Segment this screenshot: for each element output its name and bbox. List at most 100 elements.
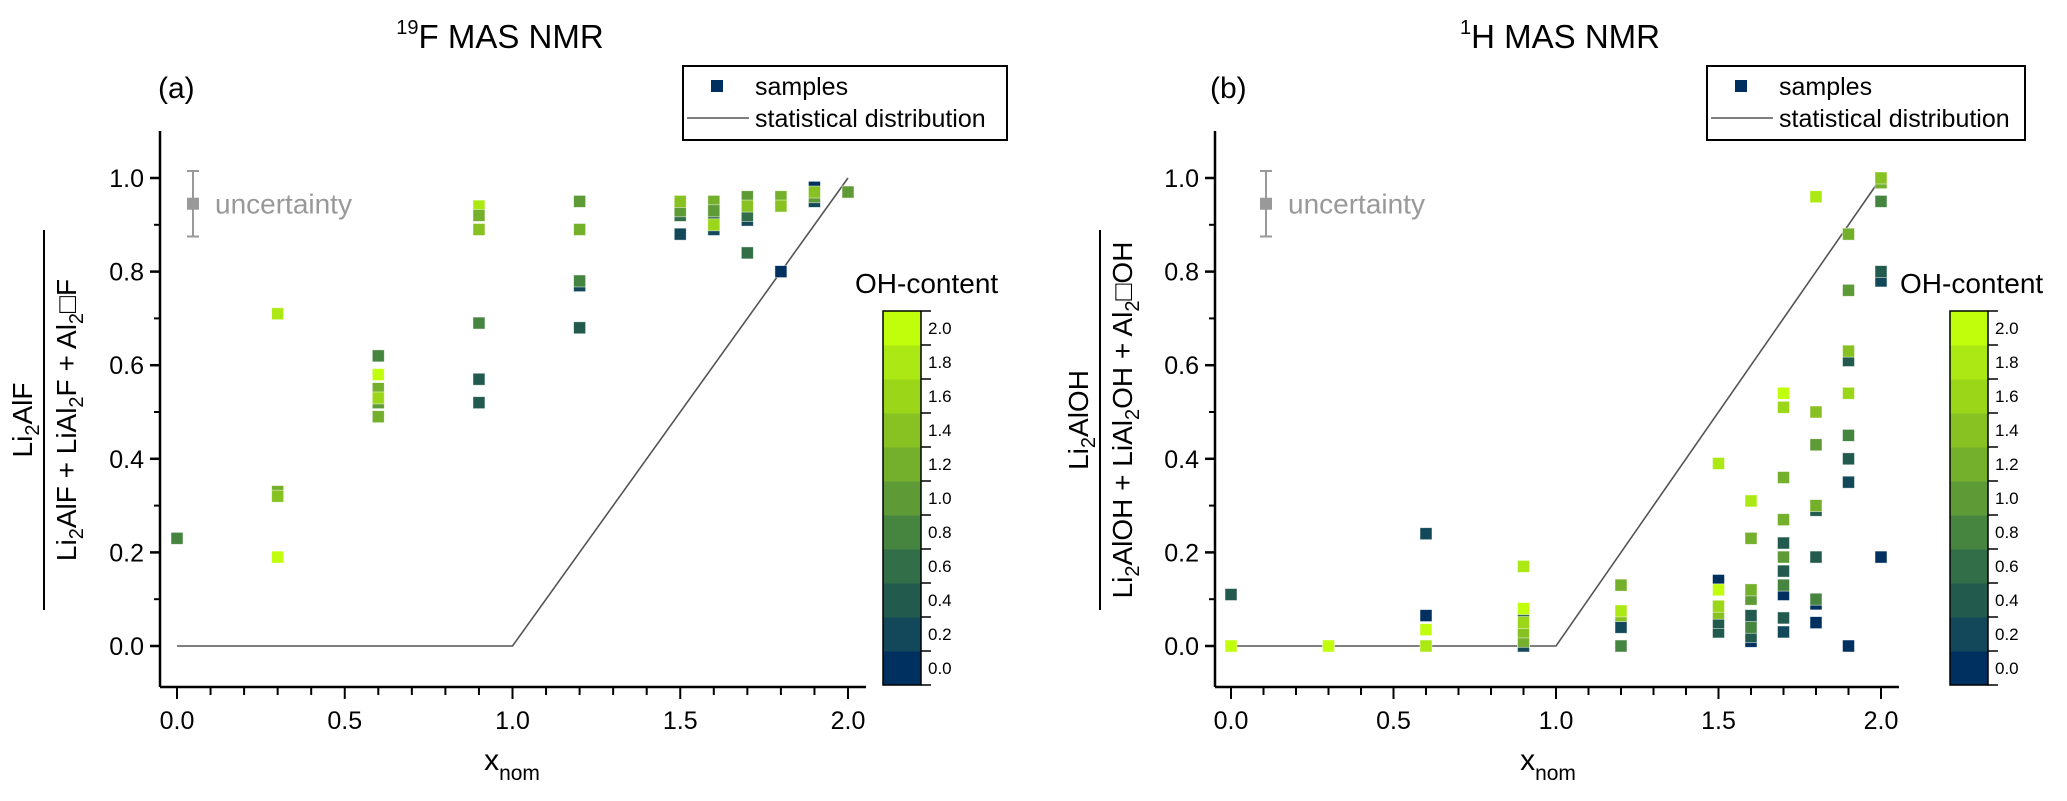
sample-point	[1842, 283, 1855, 297]
sample-point	[1874, 194, 1888, 208]
sample-point	[472, 316, 486, 330]
title-superscript: 19	[396, 17, 418, 39]
uncertainty-marker	[187, 197, 199, 210]
colorbar-segment	[1950, 345, 1988, 380]
sample-point	[841, 185, 855, 199]
colorbar-tick-label: 1.2	[928, 455, 952, 474]
sample-point	[1842, 344, 1855, 358]
sample-point	[1712, 457, 1725, 470]
colorbar-tick-label: 1.0	[1995, 489, 2019, 508]
sample-point	[774, 265, 788, 279]
y-tick-label: 0.0	[1164, 633, 1199, 661]
sample-point	[1777, 513, 1790, 527]
sample-point	[1842, 639, 1855, 653]
chart-title: 1H MAS NMR	[1460, 17, 1660, 55]
colorbar-tick-label: 0.6	[1995, 557, 2019, 576]
colorbar-segment	[1950, 413, 1988, 448]
sample-point	[1809, 405, 1823, 419]
colorbar-tick-label: 1.4	[1995, 421, 2019, 440]
sample-point	[808, 185, 821, 199]
sample-point	[1712, 599, 1725, 613]
sample-point	[170, 531, 184, 545]
sample-point	[472, 396, 486, 410]
colorbar-segment	[1950, 481, 1988, 516]
sample-point	[1777, 578, 1790, 592]
x-label-subscript: nom	[499, 762, 540, 785]
colorbar-tick-label: 1.8	[928, 353, 952, 372]
statistical-distribution-line	[1231, 177, 1882, 647]
sample-point	[1842, 386, 1855, 400]
x-tick-label: 1.0	[495, 707, 530, 735]
y-label-numerator: Li2AlOH	[1063, 370, 1100, 470]
subscript: 2	[66, 528, 88, 539]
sample-point	[1419, 609, 1433, 622]
sample-point	[774, 199, 788, 213]
sample-point	[1777, 625, 1790, 639]
sample-point	[472, 223, 486, 236]
chart-panel-b: 1H MAS NMR (b) 0.0 0.2 0.4 0.6 0.8 1.0 0.0 0.5 1.0…	[1063, 17, 2043, 785]
sample-point	[1712, 583, 1725, 597]
panel-label: (a)	[158, 72, 195, 105]
subscript: 2	[1122, 409, 1144, 420]
sample-point	[1744, 583, 1758, 597]
x-tick-label: 0.0	[160, 707, 195, 735]
sample-point	[1224, 639, 1238, 653]
colorbar-tick-label: 0.4	[928, 591, 952, 610]
colorbar-segment	[883, 549, 921, 584]
subscript: 2	[1122, 566, 1144, 577]
colorbar-tick-label: 1.0	[928, 489, 952, 508]
title-superscript: 1	[1460, 17, 1471, 39]
colorbar-segment	[1950, 311, 1988, 346]
label-part: AlF + LiAl	[51, 408, 82, 529]
colorbar-tick-label: 0.8	[928, 523, 952, 542]
y-tick-label: 0.2	[1164, 539, 1199, 567]
sample-point	[1809, 550, 1823, 564]
colorbar-tick-label: 1.2	[1995, 455, 2019, 474]
sample-point	[1809, 592, 1823, 606]
colorbar-segment	[1950, 583, 1988, 618]
sample-point	[573, 194, 586, 208]
sample-point	[1777, 536, 1790, 550]
sample-point	[1809, 616, 1823, 629]
title-main: H MAS NMR	[1471, 18, 1660, 55]
sample-point	[1419, 639, 1433, 653]
sample-point	[1842, 227, 1855, 241]
sample-point	[573, 223, 586, 236]
colorbar-title: OH-content	[855, 268, 998, 299]
colorbar-segment	[883, 447, 921, 482]
x-tick-label: 0.5	[1376, 707, 1411, 735]
colorbar-title: OH-content	[1900, 268, 2043, 299]
label-part: AlF	[7, 383, 38, 425]
sample-point	[1874, 550, 1888, 564]
sample-point	[1809, 190, 1823, 204]
label-part: Li	[51, 539, 82, 561]
y-label-numerator: Li2AlF	[7, 383, 44, 458]
sample-point	[707, 204, 721, 218]
label-part: AlOH + LiAl	[1107, 420, 1138, 566]
y-tick-label: 0.2	[109, 539, 144, 567]
sample-point	[1614, 578, 1628, 592]
label-part: AlOH	[1063, 370, 1094, 437]
y-tick-label: 0.8	[1164, 259, 1199, 287]
colorbar-tick-label: 1.6	[1995, 387, 2019, 406]
x-axis-label: xnom	[484, 744, 540, 785]
x-label-main: x	[1520, 744, 1535, 777]
sample-point	[472, 372, 486, 386]
colorbar-segment	[1950, 651, 1988, 686]
colorbar-tick-label: 1.4	[928, 421, 952, 440]
sample-point	[271, 550, 285, 564]
label-part: OH + Al	[1107, 312, 1138, 409]
sample-point	[1744, 620, 1758, 634]
sample-point	[1517, 602, 1530, 615]
sample-point	[1419, 623, 1433, 637]
colorbar-segment	[883, 651, 921, 686]
y-tick-label: 0.4	[1164, 446, 1199, 474]
x-label-subscript: nom	[1535, 762, 1576, 785]
y-tick-label: 1.0	[109, 165, 144, 193]
statistical-distribution-line	[177, 177, 849, 647]
colorbar-segment	[883, 311, 921, 346]
sample-point	[740, 246, 754, 260]
sample-point	[1777, 550, 1790, 564]
label-part: Li	[1063, 448, 1094, 470]
